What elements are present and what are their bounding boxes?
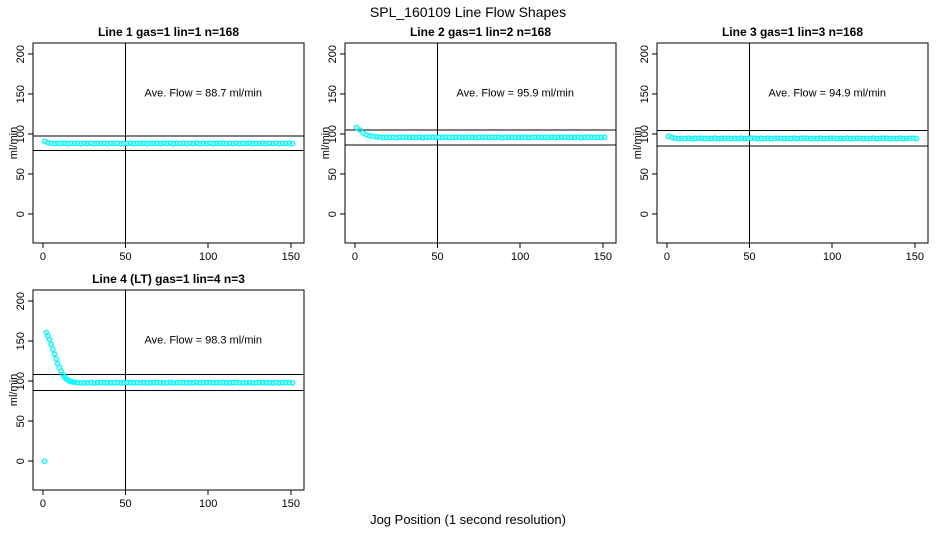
x-axis-figure-label: Jog Position (1 second resolution) [370, 512, 566, 527]
series-points [41, 138, 296, 147]
y-tick-label: 100 [327, 125, 339, 143]
x-tick-label: 150 [906, 251, 924, 263]
y-tick-label: 150 [15, 332, 27, 350]
series-points [41, 329, 296, 465]
y-axis-label: ml/min [8, 127, 20, 159]
y-tick-label: 0 [15, 458, 27, 464]
x-tick-label: 50 [431, 251, 443, 263]
y-tick-label: 150 [15, 85, 27, 103]
avg-flow-annotation: Ave. Flow = 98.3 ml/min [144, 335, 261, 347]
panel-title: Line 1 gas=1 lin=1 n=168 [98, 25, 239, 39]
y-tick-label: 50 [15, 415, 27, 427]
plot-box [32, 42, 305, 244]
y-tick-label: 0 [327, 211, 339, 217]
y-tick-label: 100 [15, 372, 27, 390]
y-tick-label: 50 [639, 168, 651, 180]
y-tick-label: 150 [639, 85, 651, 103]
y-tick-label: 0 [639, 211, 651, 217]
panel-title: Line 2 gas=1 lin=2 n=168 [410, 25, 551, 39]
avg-flow-annotation: Ave. Flow = 88.7 ml/min [144, 88, 261, 100]
x-tick-label: 50 [743, 251, 755, 263]
y-tick-label: 200 [639, 45, 651, 63]
y-tick-label: 150 [327, 85, 339, 103]
x-tick-label: 100 [511, 251, 529, 263]
x-tick-label: 0 [664, 251, 670, 263]
y-tick-label: 100 [639, 125, 651, 143]
y-tick-label: 200 [327, 45, 339, 63]
x-tick-label: 0 [352, 251, 358, 263]
y-tick-label: 0 [15, 211, 27, 217]
x-tick-label: 100 [199, 251, 217, 263]
x-tick-label: 0 [40, 251, 46, 263]
y-axis-label: ml/min [8, 374, 20, 406]
x-tick-label: 150 [282, 251, 300, 263]
avg-flow-annotation: Ave. Flow = 94.9 ml/min [768, 88, 885, 100]
main-title: SPL_160109 Line Flow Shapes [369, 4, 567, 20]
x-tick-label: 50 [119, 498, 131, 510]
y-tick-label: 50 [327, 168, 339, 180]
y-tick-label: 200 [15, 292, 27, 310]
panel-1: Line 1 gas=1 lin=1 n=168 0 50 100 150 0 50 100 1… [8, 25, 305, 263]
plot-box [344, 42, 617, 244]
x-tick-label: 100 [823, 251, 841, 263]
y-axis-label: ml/min [632, 127, 644, 159]
x-tick-label: 50 [119, 251, 131, 263]
plot-box [656, 42, 929, 244]
panel-3: Line 3 gas=1 lin=3 n=168 0 50 100 150 0 50 100 1… [632, 25, 929, 263]
y-tick-label: 100 [15, 125, 27, 143]
avg-flow-annotation: Ave. Flow = 95.9 ml/min [456, 88, 573, 100]
panel-4: Line 4 (LT) gas=1 lin=4 n=3 0 50 100 150 0 50 1… [8, 272, 305, 510]
plot-box [32, 289, 305, 491]
series-points [353, 124, 608, 141]
y-tick-label: 50 [15, 168, 27, 180]
x-tick-label: 100 [199, 498, 217, 510]
x-tick-label: 0 [40, 498, 46, 510]
x-tick-label: 150 [594, 251, 612, 263]
panel-title: Line 4 (LT) gas=1 lin=4 n=3 [92, 272, 245, 286]
y-axis-label: ml/min [320, 127, 332, 159]
y-tick-label: 200 [15, 45, 27, 63]
panel-title: Line 3 gas=1 lin=3 n=168 [722, 25, 863, 39]
panel-2: Line 2 gas=1 lin=2 n=168 0 50 100 150 0 50 100 1… [320, 25, 617, 263]
series-points [665, 133, 920, 142]
x-tick-label: 150 [282, 498, 300, 510]
